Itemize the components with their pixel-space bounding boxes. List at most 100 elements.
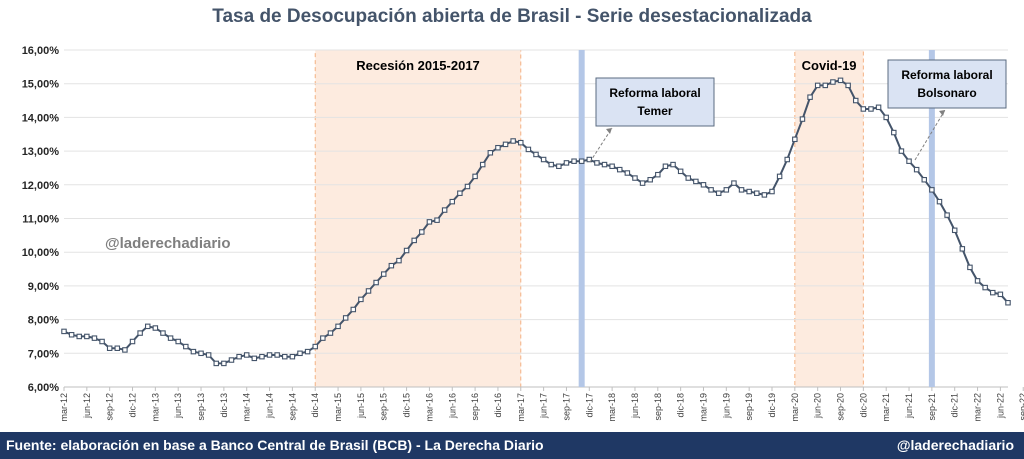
x-tick-label: sep-20 [836,393,846,421]
data-point [715,190,722,196]
x-tick-label: jun-19 [721,393,731,419]
data-point [533,151,539,158]
data-point [297,350,303,357]
data-point [137,330,143,336]
data-point [403,247,410,254]
data-point [76,333,82,340]
data-point [571,158,577,164]
annotation-box [887,59,1007,109]
data-point [852,97,859,104]
data-point [959,246,966,252]
annotation-label: Reforma laboral [901,68,992,82]
data-point [388,262,395,269]
x-tick-label: dic-18 [676,393,686,418]
x-tick-label: sep-18 [653,393,663,421]
x-tick-label: jun-14 [265,393,275,419]
data-point [502,141,509,148]
data-point [875,104,882,111]
data-point [114,345,121,351]
data-point [990,289,996,296]
data-point [160,330,166,336]
data-point [152,325,159,331]
data-point [84,333,90,340]
data-point [350,306,357,313]
x-tick-label: sep-14 [287,393,297,421]
data-point [167,335,174,341]
data-point [68,332,75,338]
data-point [411,237,417,244]
data-point [891,129,897,136]
x-tick-label: mar-19 [698,393,708,422]
x-tick-label: sep-22 [1018,393,1024,421]
x-tick-label: mar-12 [59,393,69,422]
y-tick-label: 8,00% [28,315,59,327]
data-point [929,187,935,193]
data-point [822,82,829,89]
x-tick-label: jun-12 [82,393,92,419]
data-point [685,175,692,181]
data-point [746,188,752,195]
arrow-head-icon [939,110,945,116]
data-point [738,187,745,193]
data-point [601,161,608,168]
data-point [213,360,220,367]
x-tick-label: mar-18 [607,393,617,422]
data-point [982,284,988,291]
data-point [624,170,631,176]
watermark: @laderechadiario [105,235,231,252]
data-point [754,190,760,196]
x-tick-label: jun-22 [995,393,1005,419]
x-tick-label: dic-13 [219,393,229,418]
x-tick-label: sep-19 [744,393,754,421]
data-point [380,271,387,277]
data-point [662,163,669,170]
data-point [647,176,653,183]
data-point [441,207,448,213]
data-point [632,175,638,181]
data-point [198,350,204,357]
data-point [525,146,532,153]
data-point [320,335,326,341]
data-point [327,330,334,336]
x-tick-label: mar-14 [242,393,252,422]
footer-bar: Fuente: elaboración en base a Banco Cent… [0,432,1024,459]
y-tick-label: 6,00% [28,382,59,394]
data-point [761,192,768,198]
x-tick-label: mar-22 [973,393,983,422]
x-tick-label: dic-20 [858,393,868,418]
x-tick-label: sep-13 [196,393,206,421]
data-point [594,160,600,166]
annotation-box [595,77,715,127]
shaded-period-label: Recesión 2015-2017 [356,58,480,73]
y-tick-label: 11,00% [22,214,59,226]
data-point [578,158,585,164]
data-point [693,178,699,185]
data-point [814,82,821,89]
data-point [967,264,973,271]
y-tick-label: 15,00% [22,79,60,91]
y-tick-label: 13,00% [22,146,60,158]
data-point [434,217,440,223]
data-point [860,106,867,112]
annotation-arrow [589,127,613,163]
data-point [677,168,684,175]
data-point [243,352,250,358]
data-point [784,156,790,163]
data-point [144,323,151,330]
data-point [792,136,798,143]
data-point [61,328,67,335]
x-tick-label: sep-12 [105,393,115,421]
data-point [655,171,661,178]
data-point [731,180,737,186]
y-tick-label: 12,00% [22,180,60,192]
x-tick-label: dic-19 [767,393,777,418]
data-point [921,176,928,183]
data-point [342,315,349,321]
data-point [1005,299,1011,306]
data-point [898,148,905,154]
data-point [91,335,98,341]
data-point [807,94,813,100]
x-tick-label: jun-16 [447,393,457,419]
data-point [205,352,212,358]
annotation-label: Temer [637,104,672,118]
